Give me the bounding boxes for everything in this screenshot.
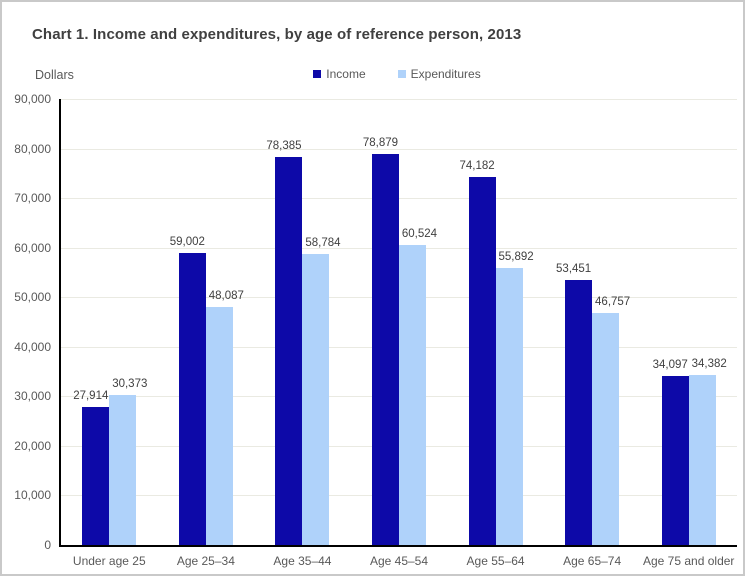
bar-expenditures xyxy=(398,245,426,545)
x-axis-category-label: Age 65–74 xyxy=(563,554,622,568)
gridline xyxy=(61,99,737,100)
legend-label: Expenditures xyxy=(410,67,481,81)
y-tick-label: 80,000 xyxy=(14,141,51,156)
legend-item-income: Income xyxy=(313,67,366,81)
gridline xyxy=(61,148,737,150)
bar-group: 53,451 46,757 Age 65–74 xyxy=(544,99,641,568)
bar-expenditures xyxy=(592,313,620,545)
y-tick-label: 0 xyxy=(44,538,51,552)
legend-swatch-icon xyxy=(397,70,406,78)
bar-value-label: 48,087 xyxy=(208,289,244,302)
legend-label: Income xyxy=(326,67,366,81)
x-axis-category-label: Age 25–34 xyxy=(176,554,235,568)
bar-value-label: 30,373 xyxy=(112,377,148,390)
bar-value-label: 74,182 xyxy=(459,160,495,173)
bar-value-label: 46,757 xyxy=(595,296,631,309)
bar-income xyxy=(468,177,496,545)
bar-value-label: 55,892 xyxy=(498,251,534,263)
bar-value-label: 78,879 xyxy=(362,137,399,150)
bar-expenditures xyxy=(688,374,716,545)
bar-value-label: 53,451 xyxy=(556,263,592,276)
bar-expenditures xyxy=(109,394,137,545)
bar-expenditures xyxy=(302,253,330,545)
y-tick-label: 40,000 xyxy=(14,339,51,354)
bar-expenditures xyxy=(495,268,523,545)
y-tick-label: 90,000 xyxy=(14,92,51,106)
x-axis-category-label: Age 45–54 xyxy=(369,554,429,568)
bar-group: 74,182 55,892 Age 55–64 xyxy=(447,99,544,568)
legend: Income Expenditures xyxy=(59,67,735,81)
bar-income xyxy=(275,156,303,545)
gridline xyxy=(61,198,737,200)
legend-item-expenditures: Expenditures xyxy=(397,67,481,81)
y-tick-label: 60,000 xyxy=(14,240,51,255)
x-axis-category-label: Age 35–44 xyxy=(273,554,332,568)
legend-swatch-icon xyxy=(313,70,322,78)
y-axis-tick-labels: 0 10,000 20,000 30,000 40,000 50,000 60,000 70,… xyxy=(2,92,51,552)
bar-group: 78,879 60,524 Age 45–54 xyxy=(351,99,448,568)
y-tick-label: 10,000 xyxy=(14,488,51,503)
x-axis-category-label: Age 55–64 xyxy=(466,554,525,568)
chart-title: Chart 1. Income and expenditures, by age… xyxy=(32,26,522,43)
bar-group: 59,002 48,087 Age 25–34 xyxy=(158,99,255,568)
y-tick-label: 30,000 xyxy=(14,389,51,404)
y-axis-title: Dollars xyxy=(35,68,74,82)
bar-expenditures xyxy=(205,306,233,545)
bar-income xyxy=(82,406,110,545)
bar-income xyxy=(661,376,689,545)
y-tick-label: 20,000 xyxy=(14,438,51,453)
bar-income xyxy=(178,252,206,545)
x-axis-category-label: Age 75 and older xyxy=(643,554,735,568)
bar-value-label: 59,002 xyxy=(169,235,205,248)
bar-value-label: 78,385 xyxy=(266,139,302,152)
bar-value-label: 34,382 xyxy=(691,357,727,370)
bar-group: 27,914 30,373 Under age 25 xyxy=(61,99,158,569)
bar-value-label: 27,914 xyxy=(73,389,109,402)
bar-value-label: 58,784 xyxy=(305,236,341,249)
y-tick-label: 50,000 xyxy=(14,290,51,305)
bar-group: 34,097 34,382 Age 75 and older xyxy=(640,99,737,568)
bar-income xyxy=(565,280,593,545)
y-tick-label: 70,000 xyxy=(14,191,51,206)
bar-income xyxy=(371,154,399,545)
plot-area: 27,914 30,373 Under age 25 59,002 48,087 Age … xyxy=(59,99,737,569)
x-axis-category-label: Under age 25 xyxy=(72,554,146,568)
bar-group: 78,385 58,784 Age 35–44 xyxy=(254,99,351,568)
bar-value-label: 34,097 xyxy=(652,359,688,371)
bar-value-label: 60,524 xyxy=(401,228,438,241)
